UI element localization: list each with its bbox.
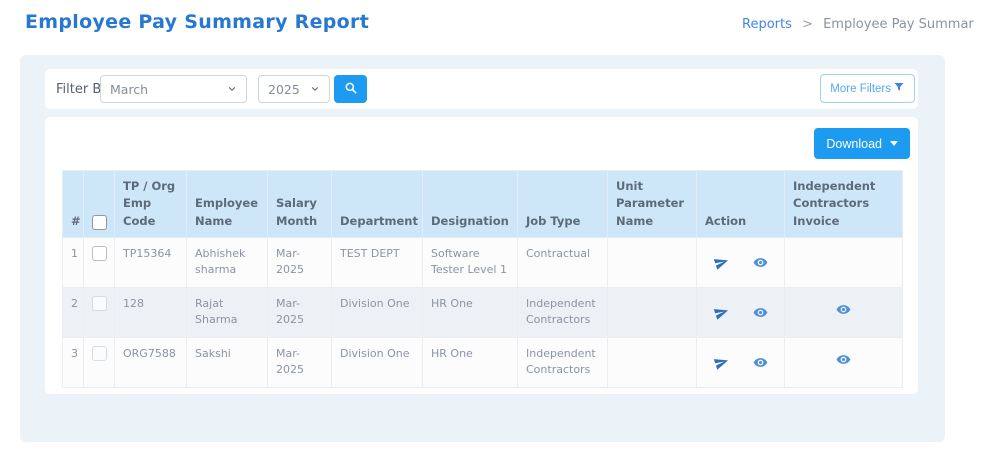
month-select-value: March <box>110 81 149 97</box>
col-header-designation: Designation <box>422 170 518 238</box>
row-checkbox[interactable] <box>92 245 107 261</box>
eye-icon[interactable] <box>753 305 768 320</box>
invoice-cell <box>784 336 903 388</box>
col-header-invoice: Independent Contractors Invoice <box>784 170 903 238</box>
emp-code-cell: ORG7588 <box>114 336 187 388</box>
action-cell <box>696 286 785 338</box>
eye-icon[interactable] <box>753 255 768 270</box>
eye-icon[interactable] <box>753 355 768 370</box>
job-type-cell: Independent Contractors <box>517 336 608 388</box>
col-header-action: Action <box>696 170 785 238</box>
select-all-checkbox[interactable] <box>92 214 107 230</box>
col-header-department: Department <box>331 170 423 238</box>
job-type-cell: Contractual <box>517 236 608 288</box>
col-header-index: # <box>62 170 84 238</box>
action-cell <box>696 236 785 288</box>
employee-pay-table: # TP / Org Emp Code Employee Name Salary… <box>62 170 903 388</box>
salary-month-cell: Mar-2025 <box>267 236 332 288</box>
salary-month-cell: Mar-2025 <box>267 336 332 388</box>
send-icon[interactable] <box>713 355 729 370</box>
unit-parameter-cell <box>607 336 697 388</box>
more-filters-button[interactable]: More Filters <box>820 74 915 103</box>
designation-cell: HR One <box>422 286 518 338</box>
col-header-month: Salary Month <box>267 170 332 238</box>
table-row: 2 128 Rajat Sharma Mar-2025 Division One… <box>62 286 903 338</box>
funnel-icon <box>893 81 905 96</box>
designation-cell: HR One <box>422 336 518 388</box>
table-header-row: # TP / Org Emp Code Employee Name Salary… <box>62 170 903 238</box>
search-button[interactable] <box>334 75 367 103</box>
download-button[interactable]: Download <box>814 128 910 159</box>
unit-parameter-cell <box>607 236 697 288</box>
emp-code-cell: TP15364 <box>114 236 187 288</box>
designation-cell: Software Tester Level 1 <box>422 236 518 288</box>
month-select[interactable]: March <box>100 75 247 103</box>
unit-parameter-cell <box>607 286 697 338</box>
row-select-cell <box>83 336 115 388</box>
caret-down-icon <box>890 141 898 146</box>
year-select[interactable]: 2025 <box>258 75 330 103</box>
breadcrumb-reports-link[interactable]: Reports <box>742 17 792 32</box>
row-checkbox[interactable] <box>92 295 107 311</box>
department-cell: Division One <box>331 286 423 338</box>
action-cell <box>696 336 785 388</box>
emp-code-cell: 128 <box>114 286 187 338</box>
invoice-cell <box>784 236 903 288</box>
breadcrumb: Reports > Employee Pay Summar <box>742 17 994 32</box>
department-cell: TEST DEPT <box>331 236 423 288</box>
page-title: Employee Pay Summary Report <box>25 11 370 33</box>
table-row: 3 ORG7588 Sakshi Mar-2025 Division One H… <box>62 336 903 388</box>
col-header-code: TP / Org Emp Code <box>114 170 187 238</box>
row-checkbox[interactable] <box>92 345 107 361</box>
filter-bar: Filter By : March 2025 More Filters <box>45 69 918 109</box>
report-card: Download # TP / Org Emp Code Employee Na… <box>45 117 918 394</box>
emp-name-cell: Abhishek sharma <box>186 236 268 288</box>
chevron-down-icon <box>227 82 237 97</box>
emp-name-cell: Rajat Sharma <box>186 286 268 338</box>
col-header-select <box>83 170 115 238</box>
col-header-unit-parameter: Unit Parameter Name <box>607 170 697 238</box>
col-header-jobtype: Job Type <box>517 170 608 238</box>
eye-icon[interactable] <box>836 352 851 367</box>
download-label: Download <box>826 136 882 151</box>
row-index: 1 <box>62 236 84 288</box>
more-filters-label: More Filters <box>830 82 891 95</box>
year-select-value: 2025 <box>268 81 300 97</box>
table-row: 1 TP15364 Abhishek sharma Mar-2025 TEST … <box>62 236 903 288</box>
salary-month-cell: Mar-2025 <box>267 286 332 338</box>
send-icon[interactable] <box>713 255 729 270</box>
row-index: 3 <box>62 336 84 388</box>
chevron-down-icon <box>310 82 320 97</box>
eye-icon[interactable] <box>836 302 851 317</box>
department-cell: Division One <box>331 336 423 388</box>
row-index: 2 <box>62 286 84 338</box>
magnifier-icon <box>344 81 358 98</box>
invoice-cell <box>784 286 903 338</box>
col-header-name: Employee Name <box>186 170 268 238</box>
job-type-cell: Independent Contractors <box>517 286 608 338</box>
emp-name-cell: Sakshi <box>186 336 268 388</box>
row-select-cell <box>83 236 115 288</box>
breadcrumb-current: Employee Pay Summar <box>823 17 974 32</box>
breadcrumb-separator: > <box>802 17 813 32</box>
row-select-cell <box>83 286 115 338</box>
send-icon[interactable] <box>713 305 729 320</box>
